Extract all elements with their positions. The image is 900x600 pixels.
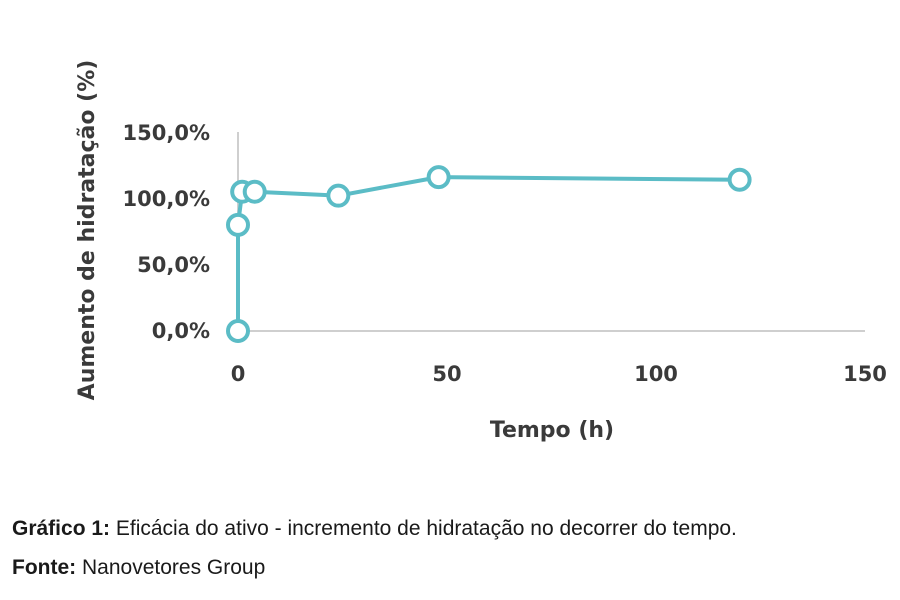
figure-caption: Gráfico 1: Eficácia do ativo - increment… — [12, 517, 737, 541]
source-text: Nanovetores Group — [82, 556, 266, 579]
series-line — [236, 175, 740, 331]
source-label: Fonte: — [12, 556, 77, 579]
y-tick-label: 100,0% — [123, 187, 210, 211]
x-tick-label: 0 — [231, 362, 246, 386]
line-chart: 0,0% 50,0% 100,0% 150,0% 0 50 100 150 Te… — [75, 60, 887, 443]
x-axis-title: Tempo (h) — [490, 418, 614, 443]
data-point — [226, 319, 250, 343]
data-point — [226, 212, 250, 237]
data-point — [242, 179, 267, 204]
series-layer — [226, 165, 752, 343]
y-tick-label: 50,0% — [137, 253, 210, 277]
data-point — [426, 165, 451, 190]
y-tick-label: 150,0% — [123, 121, 210, 145]
caption-label: Gráfico 1: — [12, 517, 111, 540]
figure-source: Fonte: Nanovetores Group — [12, 556, 265, 580]
y-axis-title: Aumento de hidratação (%) — [75, 60, 100, 401]
data-point — [326, 183, 351, 208]
x-tick-label: 100 — [634, 362, 678, 386]
caption-text: Eficácia do ativo - incremento de hidrat… — [115, 517, 737, 540]
x-tick-label: 50 — [432, 362, 461, 386]
y-tick-label: 0,0% — [152, 319, 210, 343]
x-tick-label: 150 — [843, 362, 887, 386]
data-point — [727, 167, 752, 192]
